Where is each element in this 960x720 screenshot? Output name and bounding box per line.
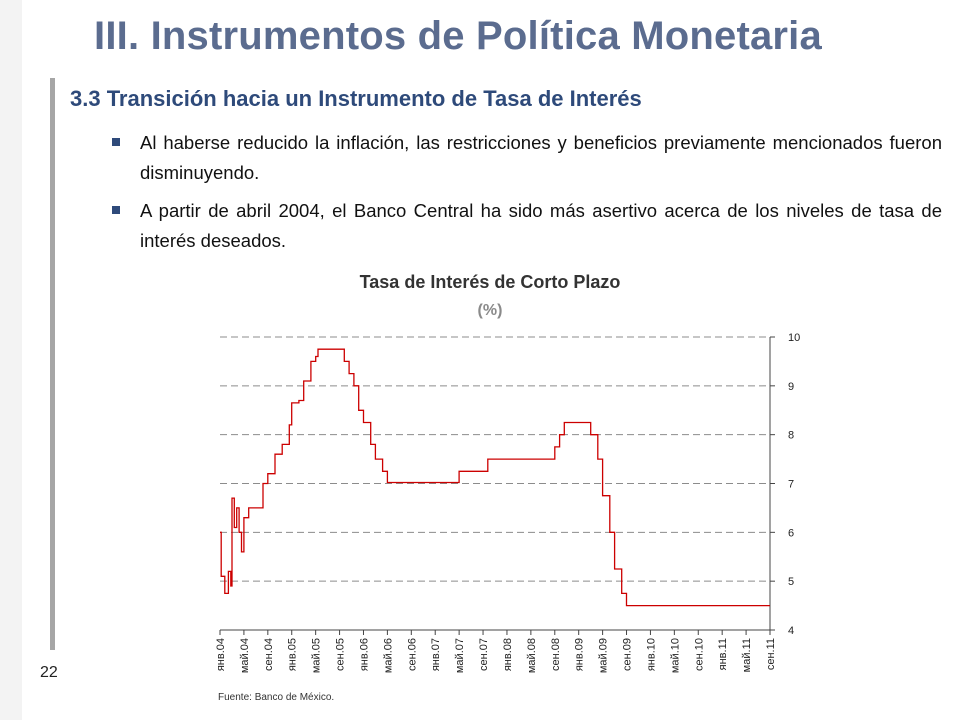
y-tick-label: 7 <box>788 479 794 491</box>
x-tick-label: янв.09 <box>574 638 586 671</box>
chart-title: Tasa de Interés de Corto Plazo <box>359 272 621 292</box>
x-tick-label: май.09 <box>598 638 610 673</box>
series-line <box>220 348 770 607</box>
bullet-text: A partir de abril 2004, el Banco Central… <box>140 200 942 251</box>
x-tick-label: сен.05 <box>335 638 347 671</box>
x-tick-label: сен.07 <box>478 638 490 671</box>
x-tick-label: май.06 <box>382 638 394 673</box>
series-layer <box>220 348 770 607</box>
x-tick-label: сен.09 <box>622 638 634 671</box>
x-tick-label: янв.04 <box>215 638 227 671</box>
x-tick-label: май.07 <box>454 638 466 673</box>
x-tick-label: янв.06 <box>358 638 370 671</box>
x-tick-labels: янв.04 май.04 сен.04 янв.05 май.05 сен.05 янв.… <box>215 638 777 673</box>
x-tick-label: янв.08 <box>502 638 514 671</box>
x-tick-label: сен.11 <box>765 638 777 670</box>
slide-edge <box>0 0 22 720</box>
chart-unit: (%) <box>477 302 503 319</box>
x-tick-label: янв.05 <box>287 638 299 671</box>
x-tick-label: май.04 <box>239 638 251 673</box>
bullet-item: A partir de abril 2004, el Banco Central… <box>112 196 942 256</box>
slide-title: III. Instrumentos de Política Monetaria <box>94 14 822 58</box>
bullet-text: Al haberse reducido la inflación, las re… <box>140 132 942 183</box>
x-tick-label: сен.06 <box>406 638 418 671</box>
chart-source: Fuente: Banco de México. <box>218 692 335 703</box>
square-bullet-icon <box>112 206 120 214</box>
x-tick-label: янв.11 <box>717 638 729 670</box>
y-tick-label: 9 <box>788 381 794 393</box>
x-tick-label: сен.10 <box>693 638 705 671</box>
y-tick-label: 8 <box>788 430 794 442</box>
x-tick-label: май.05 <box>311 638 323 673</box>
x-tick-label: сен.04 <box>263 638 275 671</box>
x-tick-label: янв.07 <box>430 638 442 671</box>
y-tick-labels: 4 5 6 7 8 9 10 <box>788 332 800 637</box>
y-tick-label: 6 <box>788 527 794 539</box>
x-tick-label: янв.10 <box>645 638 657 671</box>
square-bullet-icon <box>112 138 120 146</box>
page-number: 22 <box>40 664 58 681</box>
x-tick-label: сен.08 <box>550 638 562 671</box>
bullet-item: Al haberse reducido la inflación, las re… <box>112 128 942 188</box>
bullet-list: Al haberse reducido la inflación, las re… <box>112 128 942 264</box>
y-tick-label: 4 <box>788 625 794 637</box>
y-tick-label: 10 <box>788 332 800 344</box>
axes <box>219 336 775 635</box>
x-tick-label: май.11 <box>741 638 753 672</box>
x-tick-label: май.08 <box>526 638 538 673</box>
x-tick-label: май.10 <box>669 638 681 673</box>
slide-subtitle: 3.3 Transición hacia un Instrumento de T… <box>70 86 642 111</box>
grid-lines <box>220 336 770 582</box>
left-accent-bar <box>50 78 55 650</box>
y-tick-label: 5 <box>788 576 794 588</box>
